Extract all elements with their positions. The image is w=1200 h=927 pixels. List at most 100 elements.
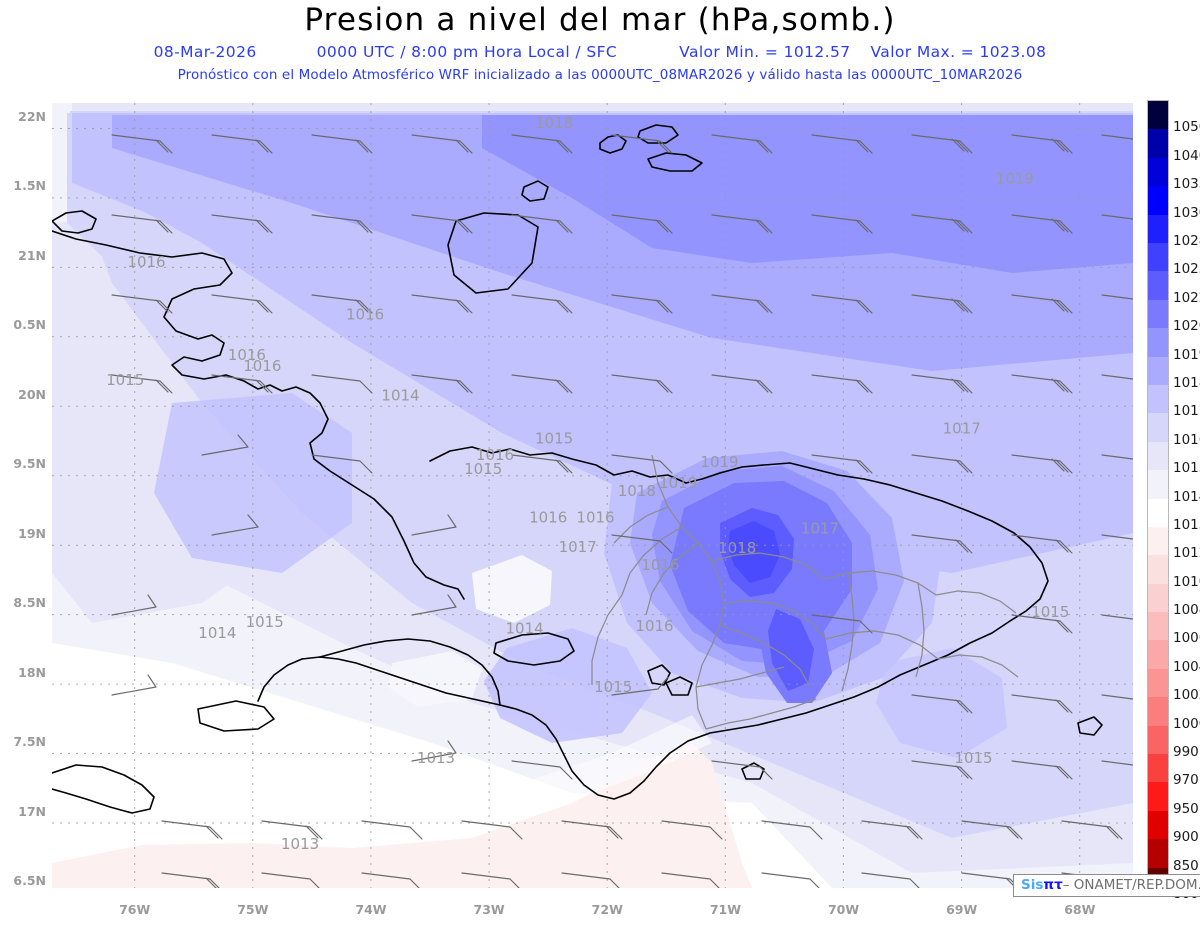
lon-tick-label: 73W xyxy=(473,902,505,917)
contour-label: 1019 xyxy=(700,453,738,471)
colorbar-tick: 970 xyxy=(1173,772,1199,789)
colorbar-segment xyxy=(1148,214,1168,244)
colorbar-segment xyxy=(1148,101,1168,130)
contour-label: 1014 xyxy=(198,624,236,642)
colorbar-tick: 1035 xyxy=(1173,176,1200,193)
lat-tick-label: 19N xyxy=(18,525,46,541)
colorbar-tick: 1020 xyxy=(1173,318,1200,335)
lat-tick-label: 22N xyxy=(18,108,46,124)
contour-label: 1018 xyxy=(618,482,656,500)
colorbar-segment xyxy=(1148,839,1168,869)
contour-label: 1013 xyxy=(281,835,319,853)
lat-tick-label: 9.5N xyxy=(13,456,46,472)
lon-tick-label: 75W xyxy=(237,902,269,917)
lat-tick-label: 7.5N xyxy=(13,734,46,750)
colorbar-segment xyxy=(1148,186,1168,216)
colorbar-segment xyxy=(1148,640,1168,670)
contour-label: 1015 xyxy=(1031,603,1069,621)
colorbar-tick: 1015 xyxy=(1173,460,1200,477)
colorbar-segment xyxy=(1148,129,1168,159)
colorbar-segment xyxy=(1148,441,1168,471)
contour-label: 1016 xyxy=(228,346,266,364)
contour-label: 1018 xyxy=(535,114,573,132)
colorbar-segment xyxy=(1148,299,1168,329)
lat-tick-label: 8.5N xyxy=(13,595,46,611)
colorbar-segment xyxy=(1148,328,1168,358)
contour-label: 1019 xyxy=(996,170,1034,188)
colorbar-tick: 1050 xyxy=(1173,119,1200,136)
colorbar-segment xyxy=(1148,242,1168,272)
lat-tick-label: 20N xyxy=(18,386,46,402)
colorbar-tick: 950 xyxy=(1173,800,1199,817)
lat-tick-label: 0.5N xyxy=(13,317,46,333)
colorbar-segment xyxy=(1148,782,1168,812)
forecast-date: 08-Mar-2026 xyxy=(153,43,257,61)
map-plot-area[interactable]: 1018 1019 1016 1016 1016 1016 1015 1014 1015 1017… xyxy=(52,103,1133,888)
contour-label: 1015 xyxy=(246,613,284,631)
contour-label: 1014 xyxy=(506,620,544,638)
contour-label: 1017 xyxy=(801,520,839,538)
colorbar-tick: 1022 xyxy=(1173,289,1200,306)
colorbar-tick: 1025 xyxy=(1173,261,1200,278)
colorbar-segment xyxy=(1148,725,1168,755)
colorbar-tick: 1004 xyxy=(1173,658,1200,675)
colorbar-tick: 900 xyxy=(1173,829,1199,846)
pressure-field-svg: 1018101910161016101610161015101410151017… xyxy=(52,103,1133,888)
colorbar-segment xyxy=(1148,810,1168,840)
colorbar-segment xyxy=(1148,583,1168,613)
lon-tick-label: 70W xyxy=(827,902,860,917)
colorbar-segment xyxy=(1148,754,1168,784)
contour-label: 1016 xyxy=(641,556,679,574)
colorbar-segment xyxy=(1148,356,1168,386)
contour-label: 1019 xyxy=(659,474,697,492)
contour-label: 1017 xyxy=(559,538,597,556)
lon-tick-label: 69W xyxy=(946,902,978,917)
colorbar-tick: 1030 xyxy=(1173,204,1200,221)
lon-tick-label: 74W xyxy=(355,902,387,917)
colorbar-tick: 1019 xyxy=(1173,346,1200,363)
subtitle-line-2: Pronóstico con el Modelo Atmosférico WRF… xyxy=(177,67,1023,83)
contour-label: 1018 xyxy=(718,539,756,557)
contour-label: 1015 xyxy=(106,371,144,389)
logo-tt-text: πτ xyxy=(1043,877,1063,893)
contour-label: 1015 xyxy=(535,429,573,447)
contour-label: 1016 xyxy=(346,306,384,324)
contour-label: 1016 xyxy=(243,357,281,375)
contour-label: 1016 xyxy=(476,446,514,464)
lat-tick-label: 21N xyxy=(18,247,46,263)
lon-tick-label: 72W xyxy=(591,902,623,917)
lon-tick-label: 76W xyxy=(119,902,151,917)
colorbar-segment xyxy=(1148,555,1168,585)
contour-label: 1015 xyxy=(594,678,632,696)
colorbar-tick: 1016 xyxy=(1173,431,1200,448)
colorbar-tick: 1012 xyxy=(1173,545,1200,562)
forecast-cycle: 0000 UTC / 8:00 pm Hora Local / SFC xyxy=(316,43,618,61)
lat-tick-label: 1.5N xyxy=(13,178,46,194)
colorbar-tick: 1006 xyxy=(1173,630,1200,647)
colorbar-tick: 1010 xyxy=(1173,573,1200,590)
colorbar-tick: 1018 xyxy=(1173,374,1200,391)
colorbar-segment xyxy=(1148,612,1168,642)
value-min-label: Valor Min. = 1012.57 xyxy=(679,43,851,61)
contour-label: 1014 xyxy=(381,386,419,404)
lon-tick-label: 68W xyxy=(1064,902,1096,917)
contour-label: 1017 xyxy=(943,420,981,438)
colorbar-tick: 1008 xyxy=(1173,602,1200,619)
pressure-colorbar[interactable] xyxy=(1147,100,1169,897)
contour-label: 1016 xyxy=(127,253,165,271)
logo-org-text: – ONAMET/REP.DOM. xyxy=(1062,877,1200,893)
page-title: Presion a nivel del mar (hPa,somb.) xyxy=(304,2,896,38)
colorbar-segment xyxy=(1148,498,1168,528)
colorbar-tick: 990 xyxy=(1173,744,1199,761)
colorbar-segment xyxy=(1148,413,1168,443)
colorbar-segment xyxy=(1148,271,1168,301)
logo-sis-text: Sis xyxy=(1021,877,1044,893)
colorbar-tick: 1028 xyxy=(1173,232,1200,249)
sistt-onamet-logo: Sisπτ– ONAMET/REP.DOM. xyxy=(1013,874,1200,897)
contour-label: 1015 xyxy=(464,460,502,478)
contour-label: 1013 xyxy=(417,749,455,767)
colorbar-segment xyxy=(1148,697,1168,727)
colorbar-tick: 1002 xyxy=(1173,687,1200,704)
colorbar-segment xyxy=(1148,384,1168,414)
